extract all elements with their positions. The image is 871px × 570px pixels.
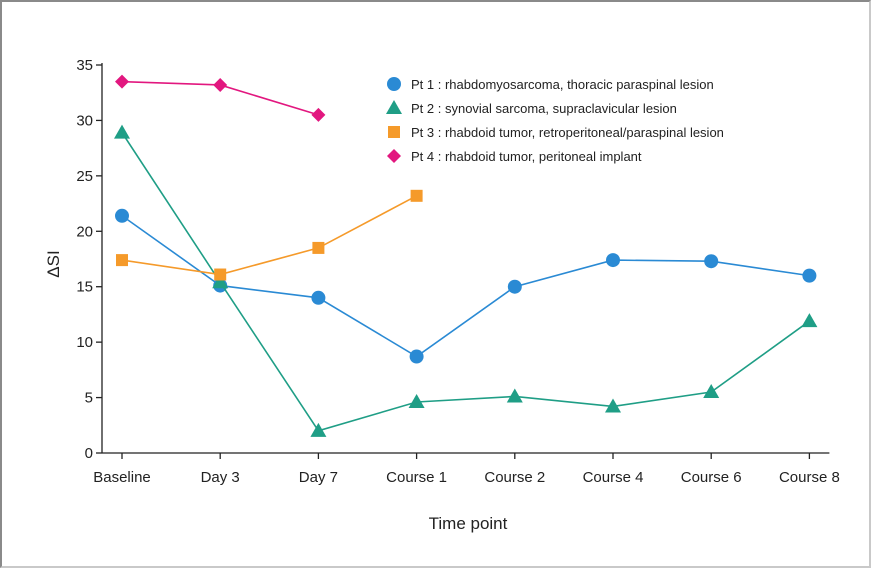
series-1-point: [311, 291, 325, 305]
axes: 0 5 10 15 20 25 30 35 Baseline Day 3 Day 7 Course 1…: [76, 57, 840, 486]
y-tick-label: 25: [76, 168, 93, 185]
series-1-point: [115, 209, 129, 223]
legend-marker: [387, 77, 401, 91]
legend-marker: [388, 126, 400, 138]
series-1-point: [508, 280, 522, 294]
y-tick-label: 0: [85, 445, 93, 462]
x-tick-label: Baseline: [93, 469, 151, 486]
y-tick-label: 5: [85, 390, 93, 407]
x-tick-label: Course 8: [779, 469, 840, 486]
y-axis-label: ΔSI: [44, 250, 63, 277]
series-1-point: [704, 254, 718, 268]
series-3: [116, 190, 423, 281]
series-2-point: [703, 384, 719, 398]
series-2-point: [801, 313, 817, 327]
series-2-point: [114, 125, 130, 139]
series-4-point: [311, 108, 325, 122]
legend-entry-2: Pt 2 : synovial sarcoma, supraclavicular…: [386, 100, 677, 116]
x-tick-label: Course 6: [681, 469, 742, 486]
series-3-point: [116, 254, 128, 266]
legend-entry-4: Pt 4 : rhabdoid tumor, peritoneal implan…: [387, 149, 642, 164]
y-tick-label: 35: [76, 57, 93, 74]
series-2-point: [507, 388, 523, 402]
series-4-point: [115, 75, 129, 89]
x-tick-label: Course 4: [583, 469, 644, 486]
y-tick-label: 30: [76, 112, 93, 129]
legend-label: Pt 2 : synovial sarcoma, supraclavicular…: [411, 101, 677, 116]
legend-marker: [387, 149, 401, 163]
series-2: [114, 125, 817, 437]
x-tick-label: Day 7: [299, 469, 338, 486]
x-tick-label: Course 1: [386, 469, 447, 486]
y-tick-label: 10: [76, 334, 93, 351]
series-3-point: [312, 242, 324, 254]
legend-label: Pt 4 : rhabdoid tumor, peritoneal implan…: [411, 149, 642, 164]
series-4: [115, 75, 325, 122]
legend-marker: [386, 100, 402, 114]
x-axis-label: Time point: [429, 514, 508, 533]
legend: Pt 1 : rhabdomyosarcoma, thoracic parasp…: [386, 77, 724, 164]
y-tick-label: 20: [76, 223, 93, 240]
series-1-point: [802, 269, 816, 283]
series-1-point: [410, 350, 424, 364]
series-1-point: [606, 253, 620, 267]
legend-label: Pt 1 : rhabdomyosarcoma, thoracic parasp…: [411, 77, 714, 92]
series-3-line: [122, 196, 417, 275]
x-tick-label: Course 2: [484, 469, 545, 486]
legend-entry-1: Pt 1 : rhabdomyosarcoma, thoracic parasp…: [387, 77, 714, 92]
legend-entry-3: Pt 3 : rhabdoid tumor, retroperitoneal/p…: [388, 125, 724, 140]
series-4-point: [213, 78, 227, 92]
y-tick-label: 15: [76, 279, 93, 296]
x-tick-label: Day 3: [201, 469, 240, 486]
legend-label: Pt 3 : rhabdoid tumor, retroperitoneal/p…: [411, 125, 724, 140]
series-3-point: [214, 269, 226, 281]
series-3-point: [411, 190, 423, 202]
